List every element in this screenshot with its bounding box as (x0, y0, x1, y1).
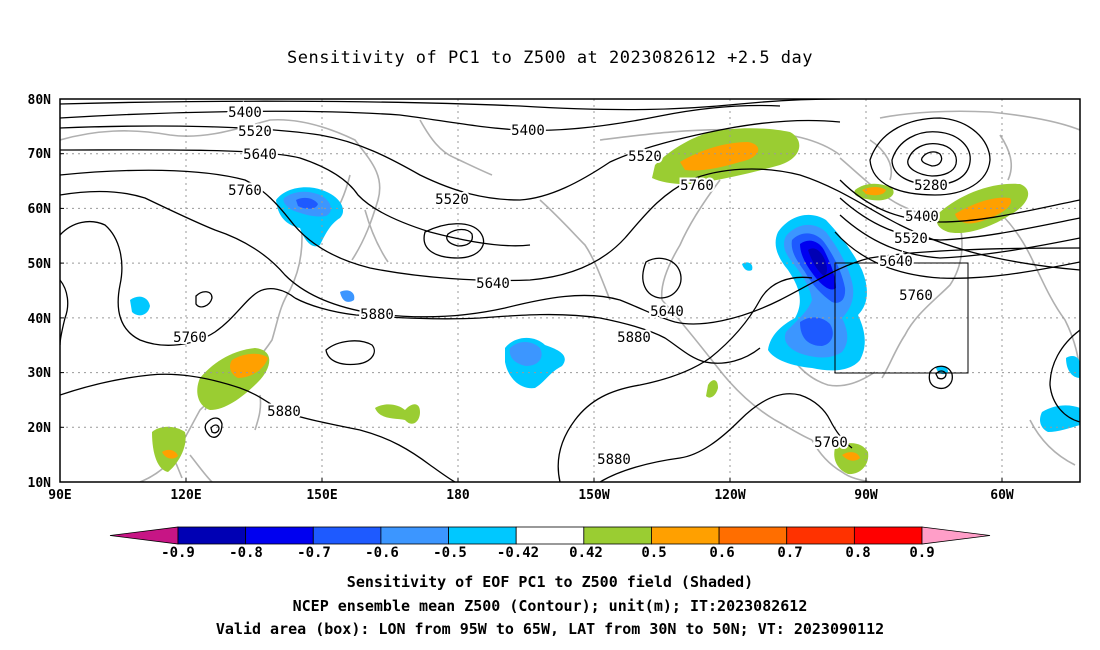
colorbar-arrow-low (109, 526, 179, 545)
colorbar-label: 0.42 (569, 545, 603, 561)
plot-frame (59, 98, 1081, 483)
colorbar-label: -0.7 (297, 545, 331, 561)
colorbar-label: -0.42 (497, 545, 539, 561)
lat-label: 70N (28, 147, 52, 162)
colorbar-label: 0.9 (909, 545, 934, 561)
contour-label: 5760 (173, 330, 207, 346)
colorbar-label: -0.8 (229, 545, 263, 561)
lon-label: 180 (446, 488, 470, 503)
colorbar-labels: -0.9 -0.8 -0.7 -0.6 -0.5 -0.42 0.42 0.5 … (161, 545, 935, 561)
caption-line-3: Valid area (box): LON from 95W to 65W, L… (215, 620, 885, 638)
contour-label: 5520 (238, 124, 272, 140)
contour-label: 5880 (267, 404, 301, 420)
lat-label: 10N (28, 476, 52, 491)
lon-labels: 90E 120E 150E 180 150W 120W 90W 60W (48, 488, 1014, 503)
contour-label: 5880 (360, 307, 394, 323)
map-title: Sensitivity of PC1 to Z500 at 2023082612… (286, 48, 813, 68)
contour-label: 5400 (905, 209, 939, 225)
contour-label: 5520 (894, 231, 928, 247)
lat-label: 80N (28, 93, 52, 108)
lat-labels: 80N 70N 60N 50N 40N 30N 20N 10N (28, 93, 52, 491)
colorbar-label: -0.6 (365, 545, 399, 561)
contour-label: 5640 (650, 304, 684, 320)
gridlines (60, 99, 1080, 482)
colorbar-cell (515, 526, 585, 545)
valid-area-box (834, 262, 969, 374)
lon-label: 120W (714, 488, 745, 503)
contour-label: 5880 (617, 330, 651, 346)
contour-label: 5640 (879, 254, 913, 270)
colorbar-label: 0.7 (777, 545, 802, 561)
lon-label: 90E (48, 488, 71, 503)
contour-label: 5640 (476, 276, 510, 292)
colorbar-label: 0.5 (641, 545, 666, 561)
colorbar-cell (312, 526, 382, 545)
contour-label: 5520 (435, 192, 469, 208)
lon-label: 60W (990, 488, 1014, 503)
colorbar-cell (245, 526, 314, 545)
contour-label: 5400 (511, 123, 545, 139)
lon-label: 90W (854, 488, 878, 503)
lat-label: 30N (28, 366, 52, 381)
colorbar-label: 0.6 (709, 545, 734, 561)
contour-label: 5520 (628, 149, 662, 165)
colorbar-label: -0.5 (433, 545, 467, 561)
lon-label: 150E (306, 488, 337, 503)
z500-contours (60, 99, 1080, 482)
colorbar-cell (583, 526, 652, 545)
contour-labels: 5400 5520 5640 5760 5400 5520 5520 5640 … (171, 103, 950, 470)
contour-label: 5640 (243, 147, 277, 163)
lat-label: 60N (28, 202, 52, 217)
lat-label: 20N (28, 421, 52, 436)
colorbar-cell (718, 526, 788, 545)
colorbar-label: -0.9 (161, 545, 195, 561)
colorbar-cell (786, 526, 855, 545)
lon-label: 150W (578, 488, 609, 503)
colorbar-label: 0.8 (845, 545, 870, 561)
caption-line-2: NCEP ensemble mean Z500 (Contour); unit(… (292, 597, 808, 615)
sensitivity-shading (130, 128, 1080, 475)
contour-label: 5760 (899, 288, 933, 304)
lon-label: 120E (170, 488, 201, 503)
colorbar-cell (651, 526, 720, 545)
contour-label: 5760 (814, 435, 848, 451)
lat-label: 40N (28, 312, 52, 327)
contour-label: 5400 (228, 105, 262, 121)
colorbar-arrow-high (921, 526, 991, 545)
axis-ticks (60, 98, 1003, 483)
colorbar-cell (448, 526, 517, 545)
contour-label: 5760 (228, 183, 262, 199)
colorbar-cell (853, 526, 923, 545)
caption-line-1: Sensitivity of EOF PC1 to Z500 field (Sh… (346, 573, 754, 591)
lat-label: 50N (28, 257, 52, 272)
contour-label: 5880 (597, 452, 631, 468)
colorbar-cell (177, 526, 247, 545)
colorbar (109, 526, 991, 545)
contour-label: 5760 (680, 178, 714, 194)
colorbar-cell (380, 526, 449, 545)
contour-label: 5280 (914, 178, 948, 194)
